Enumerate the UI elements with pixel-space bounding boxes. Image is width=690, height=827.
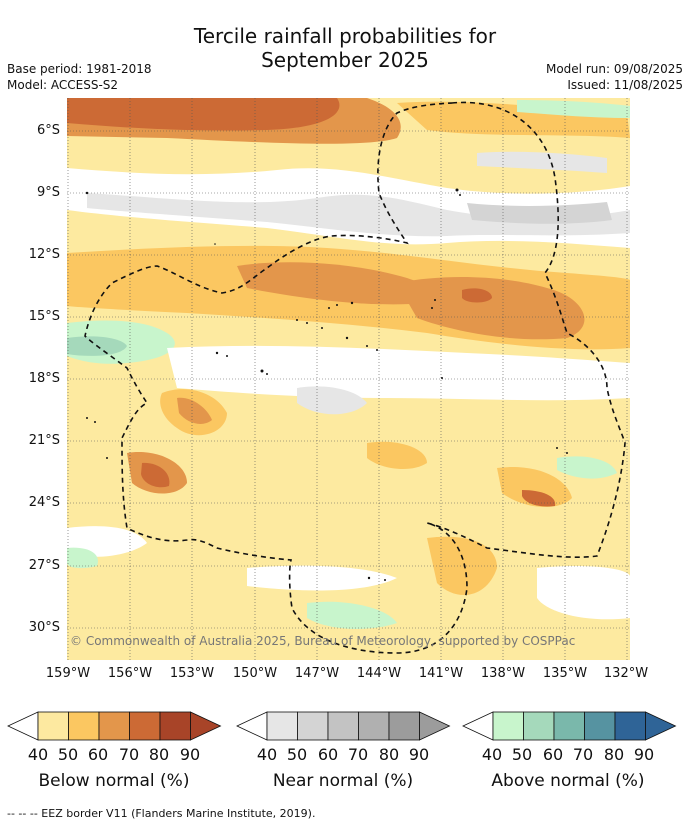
copyright-notice: © Commonwealth of Australia 2025, Bureau… [70,634,576,648]
cb-above-tick: 50 [511,745,533,764]
lat-label: 15°S [28,309,60,324]
graticule [67,98,630,660]
cb-near-swatch [388,711,420,741]
white-patch-sw [67,526,147,557]
below-blob-sw-core [177,397,212,424]
lat-label: 30°S [28,620,60,635]
cb-above-tick: 70 [572,745,594,764]
lon-label: 159°W [45,666,91,681]
base-period: Base period: 1981-2018 [7,62,152,76]
eez-border [84,101,626,654]
cb-above-swatch [584,711,616,741]
cb-near-swatch [266,711,298,741]
rainfall-map: © Commonwealth of Australia 2025, Bureau… [67,98,630,660]
cb-near-label: Near normal (%) [272,771,414,791]
cb-above-swatch [614,711,646,741]
lat-label: 9°S [36,185,60,200]
below-core-middle [462,288,492,303]
above-region-east [557,456,617,479]
cb-above-label: Above normal (%) [491,771,645,791]
colorbar-below-normal [7,711,222,741]
cb-below-swatch [37,711,69,741]
below-middle-east [397,276,585,340]
cb-below-label: Below normal (%) [38,771,190,791]
lat-label: 12°S [28,247,60,262]
lon-label: 141°W [418,666,464,681]
cb-below-swatch [159,711,191,741]
near-normal-band [87,193,630,237]
title-line-2: September 2025 [261,48,429,72]
cb-above-tick: 40 [481,745,503,764]
cb-near-lower-arrow [236,711,268,741]
cb-near-swatch [327,711,359,741]
lon-label: 150°W [232,666,278,681]
cb-above-upper-arrow [645,711,677,741]
map-canvas [67,98,630,660]
colorbar-above-normal [462,711,677,741]
colorbar-strip [7,711,677,741]
cb-below-tick: 50 [57,745,79,764]
cb-below-swatch [98,711,130,741]
cb-below-tick: 70 [118,745,140,764]
cb-above-tick: 80 [603,745,625,764]
lon-label: 153°W [169,666,215,681]
cb-below-upper-arrow [190,711,222,741]
cb-below-lower-arrow [7,711,39,741]
title-line-1: Tercile rainfall probabilities for [193,24,497,48]
white-patch-se [537,565,630,620]
lon-label: 147°W [294,666,340,681]
cb-near-tick: 40 [256,745,278,764]
cb-near-tick: 80 [378,745,400,764]
cb-near-swatch [358,711,390,741]
lon-label: 135°W [542,666,588,681]
cb-near-tick: 50 [286,745,308,764]
below-patch-south [427,536,497,595]
colorbar-near-normal [236,711,451,741]
cb-below-tick: 60 [87,745,109,764]
cb-near-tick: 60 [317,745,339,764]
lat-label: 6°S [36,123,60,138]
cb-above-swatch [523,711,555,741]
cb-above-lower-arrow [462,711,494,741]
lon-label: 156°W [107,666,153,681]
cb-below-tick: 40 [27,745,49,764]
near-normal-ne [477,151,607,173]
cb-above-tick: 90 [633,745,655,764]
lat-label: 18°S [28,371,60,386]
lat-label: 24°S [28,495,60,510]
above-patch-sw [67,547,98,569]
cb-above-swatch [492,711,524,741]
issued-date: Issued: 11/08/2025 [567,78,683,92]
islands [85,188,568,581]
eez-footnote: -- -- -- EEZ border V11 (Flanders Marine… [7,807,316,820]
cb-below-tick: 90 [179,745,201,764]
above-patch-south [307,601,397,630]
cb-below-swatch [68,711,100,741]
cb-near-swatch [297,711,329,741]
lat-label: 27°S [28,558,60,573]
below-blob-central [367,441,427,470]
cb-below-swatch [129,711,161,741]
below-blob-east [497,467,572,508]
cb-near-tick: 70 [347,745,369,764]
white-zone-central [167,345,630,401]
above-region-ne [517,100,630,118]
below-blob-w-core [141,462,170,488]
cb-near-upper-arrow [419,711,451,741]
lat-label: 21°S [28,433,60,448]
below-middle-west [237,262,438,305]
near-normal-central [297,386,367,415]
white-patch-south [247,565,397,591]
lon-label: 132°W [603,666,649,681]
model-run: Model run: 09/08/2025 [545,62,683,76]
below-core-north [67,98,340,131]
cb-above-tick: 60 [542,745,564,764]
below-blob-east-core [522,490,556,507]
cb-below-tick: 80 [148,745,170,764]
cb-above-swatch [553,711,585,741]
model-name: Model: ACCESS-S2 [7,78,119,92]
lon-label: 144°W [356,666,402,681]
lon-label: 138°W [480,666,526,681]
cb-near-tick: 90 [408,745,430,764]
